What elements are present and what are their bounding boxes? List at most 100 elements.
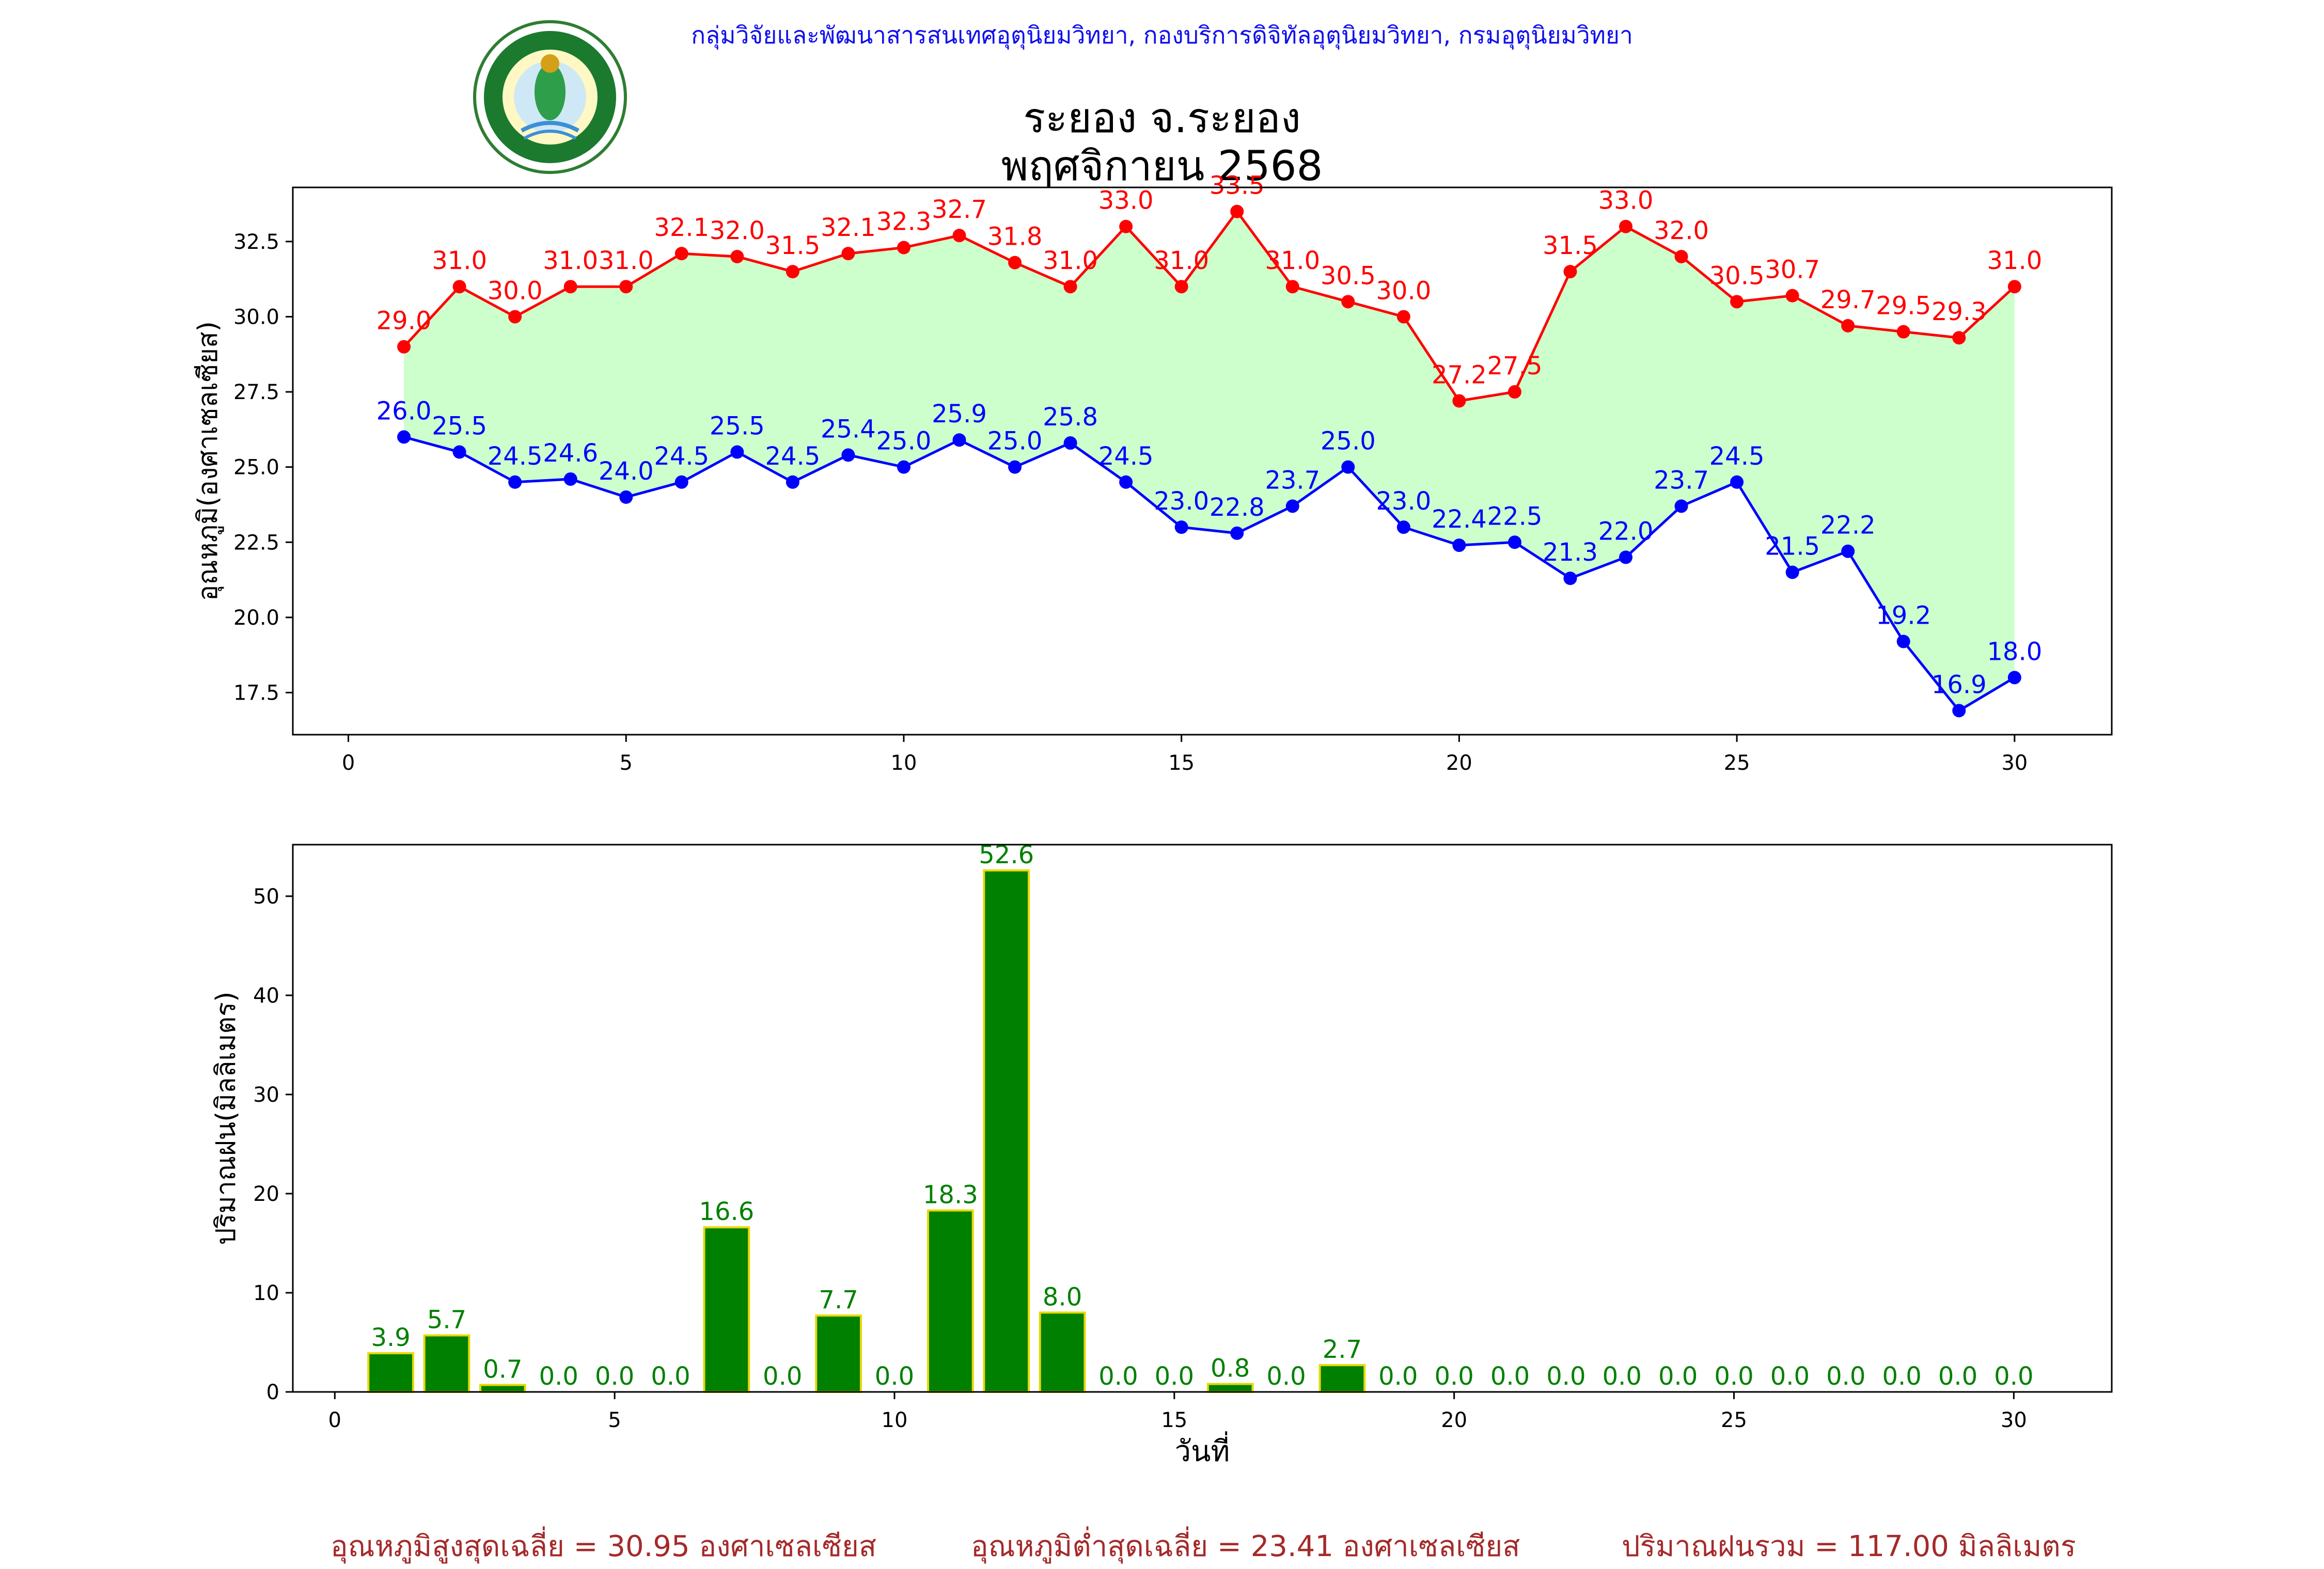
min-temperature-label: 16.9	[1932, 670, 1987, 699]
max-temperature-label: 30.5	[1709, 261, 1765, 290]
min-temperature-point	[1008, 460, 1022, 474]
min-temperature-point	[1619, 550, 1633, 564]
max-temperature-label: 30.0	[488, 276, 543, 305]
max-temperature-label: 32.0	[710, 216, 765, 245]
agency-header: กลุ่มวิจัยและพัฒนาสารสนเทศอุตุนิยมวิทยา,…	[691, 21, 1633, 49]
min-temperature-point	[1341, 460, 1355, 474]
rainfall-bar-label: 18.3	[923, 1181, 978, 1210]
rainfall-bar-label: 0.0	[763, 1362, 802, 1391]
tmd-logo	[473, 20, 627, 174]
min-temperature-label: 19.2	[1876, 601, 1931, 630]
min-temperature-point	[1063, 436, 1077, 450]
rainfall-bar-label: 3.9	[371, 1323, 410, 1352]
min-temperature-point	[1508, 535, 1521, 549]
rainfall-bar-label: 0.0	[1770, 1362, 1810, 1391]
rainfall-bar	[703, 1226, 750, 1393]
rainfall-bar-label: 0.0	[1546, 1362, 1585, 1391]
rainfall-bar-label: 0.0	[1882, 1362, 1921, 1391]
chart-title-station: ระยอง จ.ระยอง	[1023, 94, 1301, 142]
min-temperature-point	[508, 475, 522, 489]
min-temperature-label: 22.0	[1598, 517, 1654, 546]
min-temperature-point	[1896, 635, 1910, 648]
min-temperature-label: 22.8	[1210, 493, 1265, 522]
max-temperature-point	[1119, 219, 1133, 233]
temperature-x-tick-label: 0	[342, 751, 355, 775]
rainfall-bar-label: 16.6	[699, 1197, 754, 1226]
rainfall-bar-label: 0.0	[1378, 1362, 1418, 1391]
max-temperature-point	[619, 280, 633, 294]
rainfall-x-tick-label: 10	[882, 1408, 908, 1432]
rainfall-bar-label: 0.0	[1714, 1362, 1753, 1391]
min-temperature-label: 24.5	[654, 442, 709, 471]
temperature-x-tick-label: 15	[1168, 751, 1195, 775]
rainfall-x-tick-label: 0	[328, 1408, 341, 1432]
max-temperature-label: 32.1	[654, 213, 709, 242]
rainfall-bar-label: 0.0	[651, 1362, 690, 1391]
max-temperature-label: 31.5	[765, 231, 820, 260]
rainfall-bar	[367, 1352, 414, 1393]
min-temperature-label: 23.0	[1376, 487, 1431, 516]
max-temperature-label: 31.0	[432, 246, 487, 275]
min-temperature-point	[1285, 499, 1299, 513]
max-temperature-point	[397, 340, 411, 354]
max-temperature-label: 31.5	[1543, 231, 1598, 260]
max-temperature-point	[1785, 289, 1799, 303]
temperature-y-tick-label: 22.5	[233, 531, 279, 554]
min-temperature-point	[674, 475, 688, 489]
rainfall-bar-label: 0.0	[1826, 1362, 1865, 1391]
min-temperature-label: 23.7	[1654, 466, 1709, 495]
temperature-y-tick-label: 32.5	[233, 230, 279, 254]
max-temperature-point	[1674, 249, 1688, 263]
max-temperature-label: 30.0	[1376, 276, 1431, 305]
rainfall-y-tick-label: 30	[253, 1083, 279, 1107]
min-temperature-label: 24.5	[1709, 442, 1765, 471]
max-temperature-label: 31.0	[599, 246, 654, 275]
min-temperature-label: 26.0	[376, 397, 432, 425]
min-temperature-point	[1396, 520, 1410, 534]
min-temperature-point	[897, 460, 910, 474]
min-temperature-point	[1119, 475, 1133, 489]
rainfall-x-tick-label: 20	[1441, 1408, 1467, 1432]
chart-title-month: พฤศจิกายน 2568	[1001, 142, 1323, 190]
max-temperature-point	[1341, 295, 1355, 309]
min-temperature-label: 24.5	[488, 442, 543, 471]
min-temperature-point	[1841, 544, 1855, 558]
min-temperature-label: 24.5	[765, 442, 820, 471]
min-temperature-point	[841, 448, 855, 462]
min-temperature-point	[952, 433, 966, 447]
rainfall-bar-label: 0.0	[1155, 1362, 1194, 1391]
max-temperature-label: 32.3	[876, 207, 932, 236]
summary-total-rain: ปริมาณฝนรวม = 117.00 มิลลิเมตร	[1622, 1530, 2076, 1563]
max-temperature-label: 27.2	[1432, 361, 1487, 390]
min-temperature-label: 21.3	[1543, 538, 1598, 567]
max-temperature-point	[1230, 204, 1244, 218]
max-temperature-label: 33.5	[1210, 171, 1265, 200]
rainfall-bar-label: 7.7	[819, 1286, 858, 1314]
min-temperature-label: 24.6	[543, 439, 598, 468]
max-temperature-label: 29.0	[376, 307, 432, 336]
temperature-y-tick-label: 27.5	[233, 381, 279, 404]
temperature-y-tick-label: 25.0	[233, 456, 279, 480]
max-temperature-point	[1952, 331, 1966, 345]
temperature-x-tick-label: 25	[1724, 751, 1750, 775]
rainfall-bar-label: 0.0	[595, 1362, 634, 1391]
max-temperature-label: 32.0	[1654, 216, 1709, 245]
max-temperature-point	[1508, 385, 1521, 399]
rainfall-bar-label: 5.7	[427, 1306, 466, 1335]
max-temperature-point	[1730, 295, 1744, 309]
min-temperature-label: 25.0	[987, 427, 1043, 456]
min-temperature-label: 23.7	[1265, 466, 1320, 495]
temperature-y-label: อุณหภูมิ(องศาเซลเซียส)	[193, 321, 224, 601]
temperature-x-tick-label: 20	[1446, 751, 1472, 775]
max-temperature-label: 30.5	[1321, 261, 1376, 290]
min-temperature-point	[2007, 671, 2021, 685]
rainfall-y-tick-label: 20	[253, 1182, 279, 1206]
min-temperature-point	[1785, 565, 1799, 579]
temperature-y-tick-label: 30.0	[233, 305, 279, 329]
min-temperature-point	[1174, 520, 1188, 534]
summary-max-temp: อุณหภูมิสูงสุดเฉลี่ย = 30.95 องศาเซลเซีย…	[331, 1530, 877, 1563]
rainfall-x-tick-label: 25	[1721, 1408, 1747, 1432]
rainfall-bar	[479, 1384, 526, 1393]
max-temperature-label: 33.0	[1598, 186, 1654, 215]
